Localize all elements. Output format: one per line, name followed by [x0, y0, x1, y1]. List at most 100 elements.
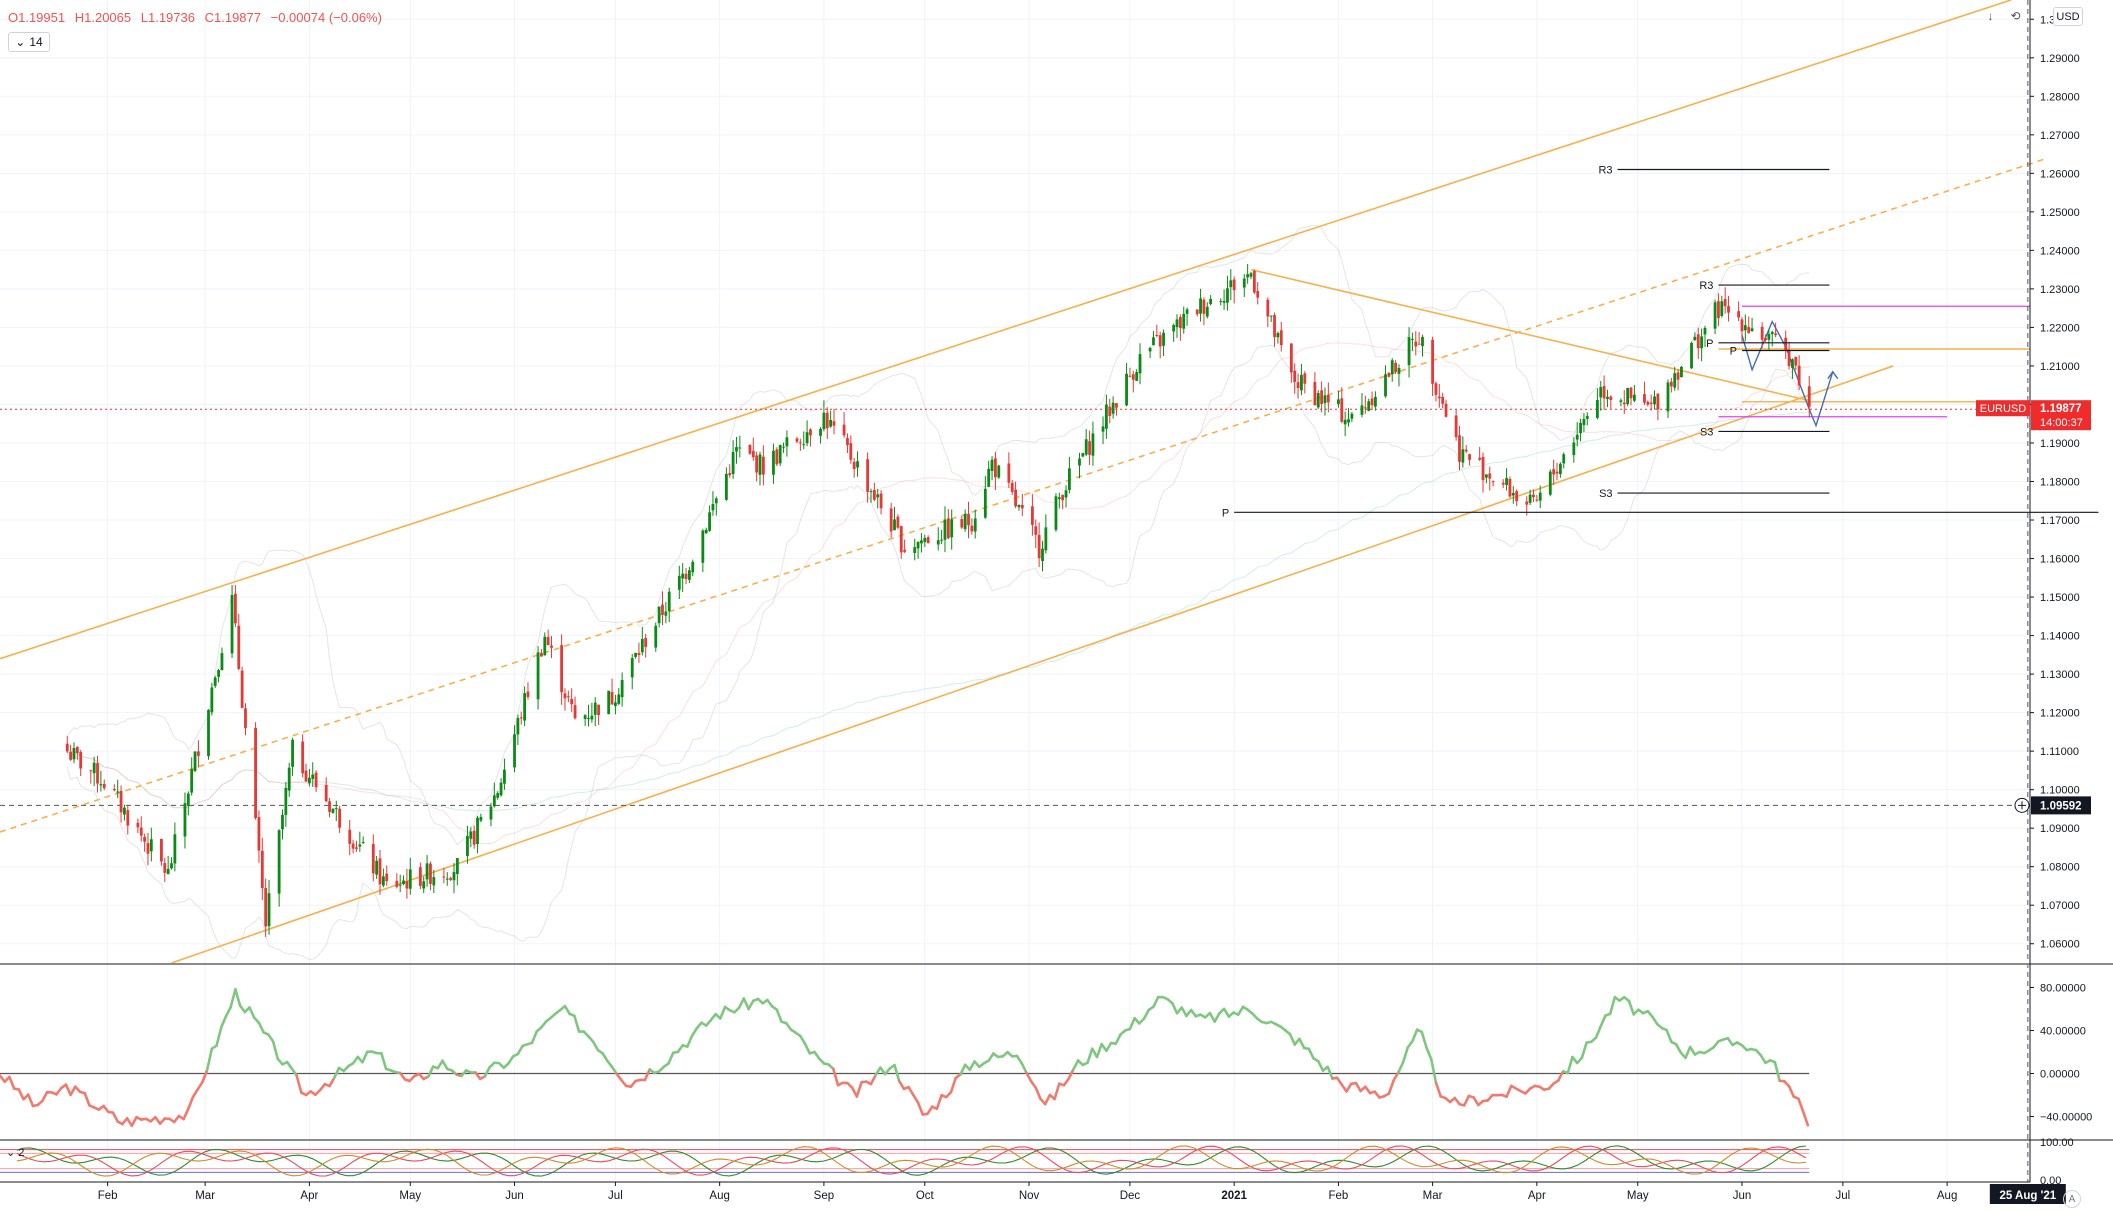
- oscillator-segment: [427, 1065, 435, 1078]
- candle-body: [1326, 394, 1330, 403]
- y-tick-label: 1.16000: [2040, 554, 2080, 566]
- candle-body: [1340, 398, 1344, 422]
- candle-body: [681, 573, 685, 579]
- candle-body: [610, 691, 614, 705]
- candle-body: [1084, 439, 1088, 455]
- candle-body: [526, 691, 530, 697]
- candle-body: [1014, 489, 1017, 507]
- candle-body: [657, 606, 661, 624]
- candle-body: [1696, 334, 1700, 349]
- candle-body: [1437, 396, 1441, 399]
- candle-body: [1548, 471, 1552, 495]
- candle-body: [1609, 396, 1613, 401]
- candle-body: [1743, 325, 1747, 331]
- refresh-icon[interactable]: ⟲: [2010, 8, 2021, 23]
- candle-body: [513, 734, 516, 768]
- oscillator-segment: [1726, 1036, 1734, 1047]
- oscillator-segment: [667, 1051, 675, 1065]
- candle-body: [149, 839, 153, 852]
- oscillator-segment: [17, 1088, 25, 1101]
- oscillator-segment: [1072, 1059, 1080, 1071]
- candle-body: [684, 573, 688, 580]
- candle-body: [1232, 279, 1236, 291]
- oscillator-pane: [0, 963, 2113, 1128]
- sub-indicator-badge[interactable]: ⌄ 2: [6, 1147, 25, 1159]
- candle-body: [385, 873, 389, 882]
- candle-body: [1242, 278, 1246, 288]
- oscillator-segment: [1053, 1082, 1061, 1101]
- candle-body: [455, 858, 459, 874]
- candle-body: [516, 718, 520, 735]
- candle-body: [1101, 426, 1105, 432]
- candle-body: [1249, 273, 1253, 277]
- oscillator-segment: [1086, 1047, 1094, 1064]
- x-tick-label: Jul: [608, 1190, 623, 1202]
- candle-body: [583, 715, 587, 719]
- candle-body: [590, 715, 594, 720]
- candle-body: [496, 793, 500, 798]
- candle-body: [1579, 422, 1582, 434]
- candle-body: [1740, 319, 1744, 332]
- ohlc-legend: O1.19951 H1.20065 L1.19736 C1.19877 −0.0…: [8, 10, 388, 25]
- candle-body: [72, 747, 76, 760]
- candle-body: [546, 637, 550, 646]
- candle-body: [923, 537, 927, 542]
- candle-body: [1273, 315, 1276, 338]
- candle-body: [667, 591, 671, 612]
- candle-body: [186, 793, 190, 806]
- oscillator-segment: [219, 1015, 228, 1029]
- candle-body: [1115, 403, 1118, 408]
- candle-body: [872, 489, 876, 500]
- projection-arrowhead: [1827, 370, 1839, 380]
- candle-body: [1108, 406, 1112, 417]
- y-tick-label: 1.29000: [2040, 53, 2080, 65]
- oscillator-segment: [912, 1093, 920, 1105]
- candle-body: [1279, 330, 1283, 346]
- candle-body: [1350, 413, 1354, 419]
- candle-body: [876, 494, 880, 498]
- currency-button[interactable]: USD: [2053, 7, 2083, 26]
- arrow-down-icon[interactable]: ↓: [1987, 8, 1994, 23]
- candle-body: [849, 443, 853, 460]
- candle-body: [1078, 458, 1081, 466]
- candle-body: [1111, 402, 1115, 414]
- candle-body: [1226, 288, 1229, 303]
- candle-body: [143, 836, 147, 842]
- candle-body: [277, 830, 281, 894]
- candle-body: [543, 636, 547, 656]
- oscillator-segment: [1043, 1093, 1052, 1106]
- close-value: C1.19877: [204, 10, 261, 25]
- oscillator-segment: [832, 1067, 840, 1087]
- oscillator-segment: [775, 1008, 783, 1024]
- interval-badge[interactable]: ⌄ 14: [8, 32, 50, 52]
- oscillator-segment: [380, 1051, 388, 1071]
- candle-body: [378, 858, 382, 885]
- candle-body: [1323, 395, 1327, 404]
- candle-body: [1656, 393, 1660, 410]
- sub-indicator-value: 2: [18, 1147, 25, 1159]
- candle-body: [1572, 442, 1576, 456]
- candle-body: [970, 525, 974, 532]
- candle-body: [1703, 328, 1707, 335]
- candle-body: [123, 807, 126, 815]
- candle-body: [1337, 399, 1340, 405]
- candle-body: [1037, 534, 1041, 559]
- x-tick-label: Oct: [916, 1190, 935, 1202]
- candle-body: [1397, 367, 1401, 374]
- oscillator-segment: [1411, 1028, 1419, 1043]
- candle-body: [1774, 333, 1778, 336]
- candle-body: [361, 841, 365, 843]
- oscillator-segment: [441, 1059, 449, 1071]
- oscillator-segment: [737, 997, 746, 1009]
- open-value: O1.19951: [8, 10, 66, 25]
- candle-body: [1528, 494, 1532, 503]
- candle-body: [220, 653, 224, 671]
- pivot-label: R3: [1598, 164, 1612, 176]
- candle-body: [1320, 390, 1324, 405]
- candle-body: [1152, 337, 1155, 346]
- oscillator-segment: [1688, 1045, 1697, 1056]
- auto-scale-button[interactable]: A: [2063, 1190, 2081, 1208]
- candle-body: [234, 593, 237, 624]
- candle-body: [1044, 527, 1048, 551]
